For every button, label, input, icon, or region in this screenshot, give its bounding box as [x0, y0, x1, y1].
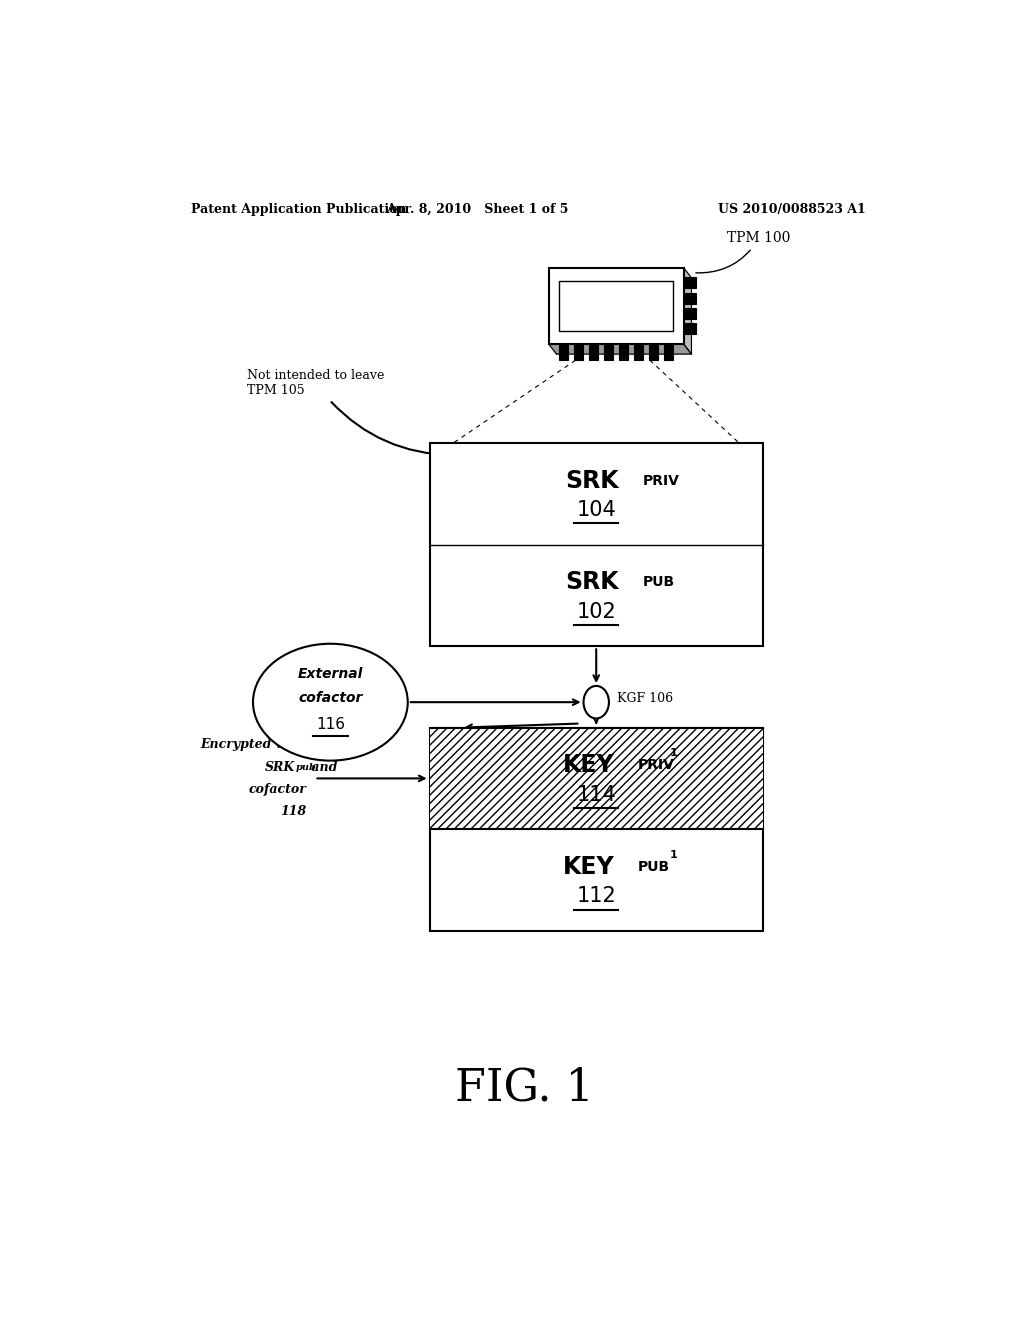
Bar — [684, 277, 696, 289]
Text: SRK: SRK — [565, 469, 620, 492]
Text: 104: 104 — [577, 500, 616, 520]
Text: 116: 116 — [315, 717, 345, 733]
Text: PRIV: PRIV — [642, 474, 679, 487]
Text: and: and — [306, 760, 337, 774]
Text: 118: 118 — [281, 805, 306, 818]
Text: SRK: SRK — [565, 570, 620, 594]
Text: cofactor: cofactor — [298, 692, 362, 705]
Bar — [430, 727, 763, 931]
Text: SRK: SRK — [264, 760, 295, 774]
Bar — [649, 345, 657, 360]
Bar — [620, 345, 628, 360]
Text: Apr. 8, 2010   Sheet 1 of 5: Apr. 8, 2010 Sheet 1 of 5 — [386, 203, 568, 216]
Text: KGF 106: KGF 106 — [616, 692, 673, 705]
Text: PRIV: PRIV — [638, 758, 675, 772]
Text: 114: 114 — [577, 784, 616, 805]
Bar — [604, 345, 613, 360]
Text: 110: 110 — [437, 737, 462, 750]
Text: KEY: KEY — [562, 754, 614, 777]
Text: 1: 1 — [670, 850, 678, 859]
Text: FIG. 1: FIG. 1 — [456, 1067, 594, 1110]
Text: Encrypted with: Encrypted with — [201, 738, 306, 751]
Text: PUB: PUB — [642, 576, 675, 589]
Bar — [559, 281, 673, 331]
Text: 112: 112 — [577, 886, 616, 907]
Bar — [684, 323, 696, 334]
Text: pub: pub — [296, 763, 317, 772]
Text: 102: 102 — [577, 602, 616, 622]
Polygon shape — [549, 345, 691, 354]
Text: 1: 1 — [670, 748, 678, 758]
Text: PUB: PUB — [638, 859, 670, 874]
Bar — [574, 345, 583, 360]
Bar — [684, 308, 696, 319]
Bar — [665, 345, 673, 360]
Text: External: External — [298, 667, 364, 681]
Text: US 2010/0088523 A1: US 2010/0088523 A1 — [718, 203, 866, 216]
Text: Patent Application Publication: Patent Application Publication — [191, 203, 407, 216]
Bar — [430, 727, 763, 829]
Polygon shape — [684, 268, 691, 354]
Bar — [549, 268, 684, 345]
Bar — [684, 293, 696, 304]
Bar — [589, 345, 598, 360]
Ellipse shape — [253, 644, 408, 760]
Bar — [430, 444, 763, 647]
Text: Not intended to leave
TPM 105: Not intended to leave TPM 105 — [247, 370, 453, 458]
Text: cofactor: cofactor — [249, 783, 306, 796]
Text: TPM 100: TPM 100 — [696, 231, 791, 273]
Bar — [634, 345, 643, 360]
Circle shape — [584, 686, 609, 718]
Text: KEY: KEY — [562, 855, 614, 879]
Bar — [559, 345, 568, 360]
